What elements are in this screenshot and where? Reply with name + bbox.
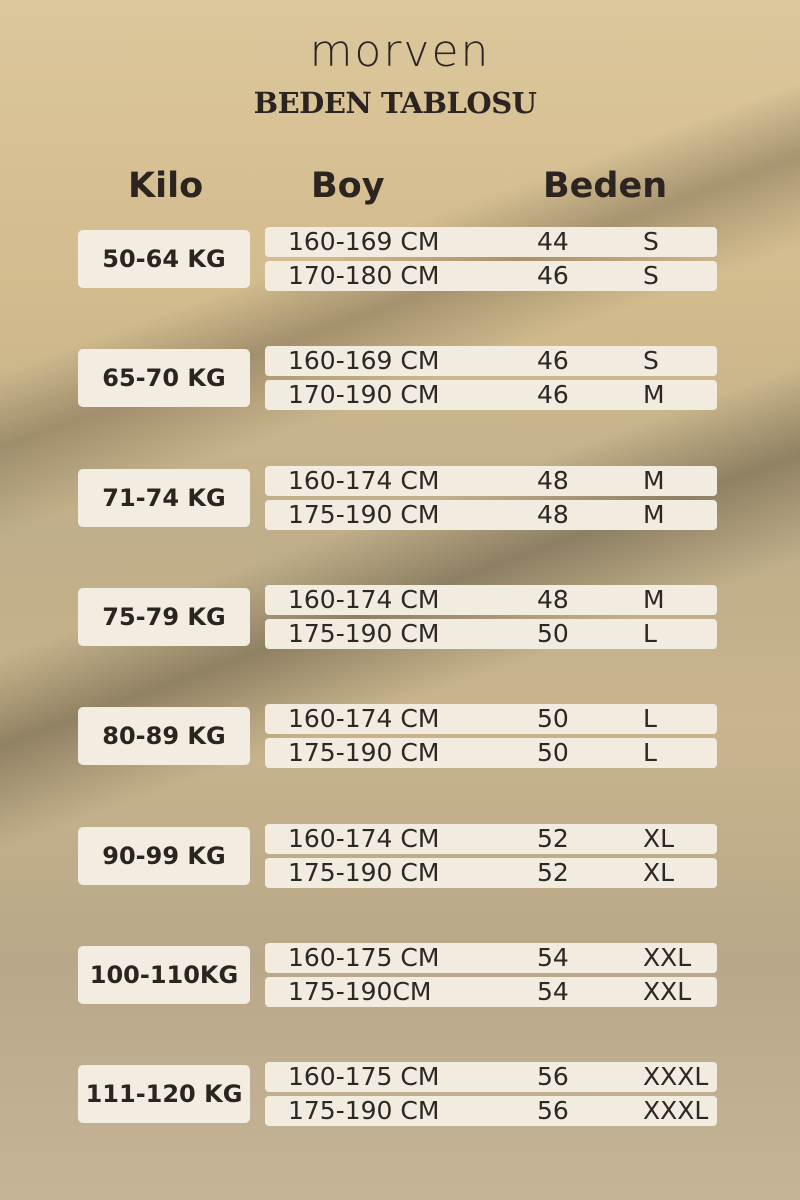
kilo-range-label: 75-79 KG [78, 587, 250, 646]
size-number: 48 [537, 465, 569, 495]
size-number: 46 [537, 380, 569, 410]
kilo-range-label: 100-110KG [78, 945, 250, 1004]
size-letter: M [643, 380, 665, 410]
size-letter: XXL [643, 976, 692, 1006]
size-number: 54 [537, 942, 569, 972]
size-number: 56 [537, 1096, 569, 1126]
table-row: 160-175 CM 54 XXL [265, 942, 717, 973]
height-range: 175-190 CM [288, 738, 440, 768]
size-letter: M [643, 499, 665, 529]
size-group: 71-74 KG 160-174 CM 48 M 175-190 CM 48 M [0, 465, 800, 532]
table-row: 170-190 CM 46 M [265, 380, 717, 411]
table-row: 160-174 CM 50 L [265, 704, 717, 735]
size-number: 44 [537, 227, 569, 256]
table-row: 160-174 CM 48 M [265, 465, 717, 496]
size-number: 50 [537, 618, 569, 648]
table-row: 175-190 CM 50 L [265, 738, 717, 769]
size-number: 52 [537, 857, 569, 887]
table-row: 175-190 CM 50 L [265, 618, 717, 649]
size-number: 46 [537, 346, 569, 376]
height-range: 170-190 CM [288, 380, 440, 410]
table-row: 160-174 CM 48 M [265, 584, 717, 615]
kilo-range-label: 50-64 KG [78, 230, 250, 288]
size-group: 111-120 KG 160-175 CM 56 XXXL 175-190 CM… [0, 1062, 800, 1128]
kilo-range-label: 80-89 KG [78, 707, 250, 766]
size-letter: L [643, 618, 657, 648]
size-letter: S [643, 261, 659, 290]
size-number: 50 [537, 704, 569, 734]
table-row: 160-175 CM 56 XXXL [265, 1062, 717, 1093]
table-row: 160-169 CM 44 S [265, 227, 717, 257]
size-letter: XXXL [643, 1096, 709, 1126]
height-range: 170-180 CM [288, 261, 440, 290]
size-number: 56 [537, 1062, 569, 1092]
size-letter: XXL [643, 942, 692, 972]
header-kilo: Kilo [128, 166, 204, 206]
size-group: 75-79 KG 160-174 CM 48 M 175-190 CM 50 L [0, 584, 800, 651]
table-row: 160-169 CM 46 S [265, 346, 717, 377]
height-range: 160-169 CM [288, 346, 440, 376]
size-letter: XL [643, 823, 675, 853]
table-row: 175-190 CM 52 XL [265, 857, 717, 888]
height-range: 160-175 CM [288, 1062, 440, 1092]
size-number: 52 [537, 823, 569, 853]
height-range: 175-190CM [288, 976, 432, 1006]
table-row: 160-174 CM 52 XL [265, 823, 717, 854]
size-number: 48 [537, 499, 569, 529]
height-range: 160-174 CM [288, 584, 440, 614]
size-letter: XL [643, 857, 675, 887]
header-boy: Boy [311, 166, 385, 206]
table-row: 175-190CM 54 XXL [265, 976, 717, 1007]
size-letter: M [643, 584, 665, 614]
kilo-range-label: 71-74 KG [78, 468, 250, 527]
height-range: 160-175 CM [288, 942, 440, 972]
height-range: 175-190 CM [288, 1096, 440, 1126]
size-letter: XXXL [643, 1062, 709, 1092]
size-group: 65-70 KG 160-169 CM 46 S 170-190 CM 46 M [0, 346, 800, 412]
kilo-range-label: 111-120 KG [78, 1065, 250, 1124]
size-group: 100-110KG 160-175 CM 54 XXL 175-190CM 54… [0, 942, 800, 1009]
size-number: 48 [537, 584, 569, 614]
header-beden: Beden [543, 166, 668, 206]
height-range: 175-190 CM [288, 618, 440, 648]
height-range: 160-169 CM [288, 227, 440, 256]
size-group: 80-89 KG 160-174 CM 50 L 175-190 CM 50 L [0, 704, 800, 770]
size-group: 90-99 KG 160-174 CM 52 XL 175-190 CM 52 … [0, 823, 800, 890]
kilo-range-label: 65-70 KG [78, 349, 250, 408]
size-number: 54 [537, 976, 569, 1006]
table-row: 170-180 CM 46 S [265, 261, 717, 291]
size-number: 46 [537, 261, 569, 290]
size-letter: M [643, 465, 665, 495]
size-letter: L [643, 738, 657, 768]
height-range: 160-174 CM [288, 704, 440, 734]
height-range: 160-174 CM [288, 823, 440, 853]
page-title: BEDEN TABLOSU [253, 86, 537, 120]
size-number: 50 [537, 738, 569, 768]
height-range: 160-174 CM [288, 465, 440, 495]
table-row: 175-190 CM 56 XXXL [265, 1096, 717, 1127]
size-letter: S [643, 346, 659, 376]
size-letter: L [643, 704, 657, 734]
table-row: 175-190 CM 48 M [265, 499, 717, 530]
height-range: 175-190 CM [288, 499, 440, 529]
brand-logo: morven [309, 26, 491, 77]
size-group: 50-64 KG 160-169 CM 44 S 170-180 CM 46 S [0, 227, 800, 293]
size-letter: S [643, 227, 659, 256]
kilo-range-label: 90-99 KG [78, 826, 250, 885]
height-range: 175-190 CM [288, 857, 440, 887]
